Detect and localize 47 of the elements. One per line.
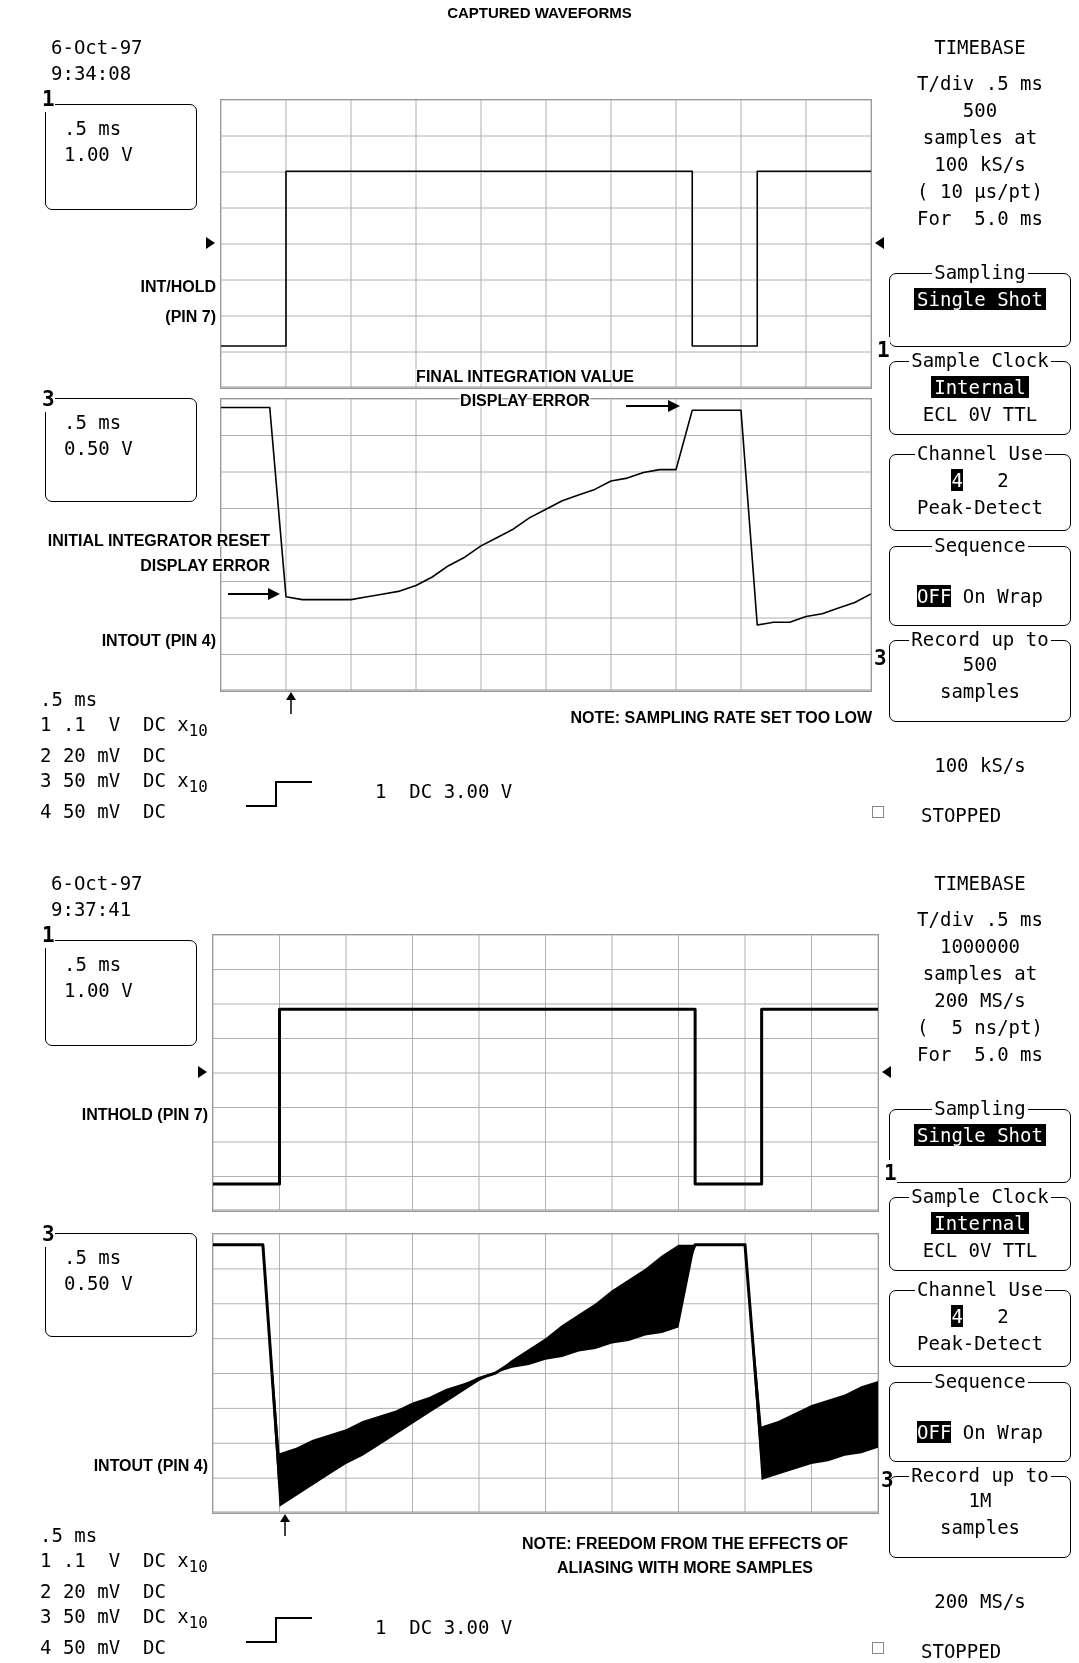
y-axis-title: INT/HOLD (PIN 7)	[140, 277, 216, 325]
text: Sample Clock Internal ECL 0V TTL	[911, 349, 1049, 425]
text: .5 ms	[40, 688, 98, 710]
annotation: FINAL INTEGRATION VALUE DISPLAY ERROR	[416, 368, 634, 409]
chart-title: CAPTURED WAVEFORMS	[447, 4, 632, 21]
text: T/div .5 ms 500 samples at 100 kS/s ( 10 µs/pt) For 5.0 ms	[917, 72, 1043, 229]
text: 200 MS/s	[934, 1590, 1026, 1612]
text: Sampling Single Shot	[917, 1097, 1043, 1146]
text: 3	[874, 646, 887, 670]
text: NOTE: FREEDOM FROM THE EFFECTS OF ALIASING WITH MORE SAMPLES	[521, 1535, 849, 1576]
text: .5 ms 0.50 V	[64, 1246, 133, 1294]
text: 1	[877, 338, 890, 362]
text: Sequence OFF On Wrap	[917, 1370, 1043, 1443]
text: 1	[42, 87, 55, 111]
text: 6-Oct-97 9:37:41	[51, 872, 143, 920]
text: 1 .1 V DC x$_{10}$ 2 20 mV DC 3 50 mV DC x$_{10}$ 4 50 mV DC	[40, 1549, 208, 1658]
text: TIMEBASE	[934, 872, 1026, 894]
y-axis-title: INTOUT (PIN 4)	[93, 1456, 208, 1474]
text: .5 ms 1.00 V	[64, 117, 133, 165]
text: 100 kS/s	[934, 754, 1026, 776]
text: STOPPED	[921, 1640, 1002, 1662]
text: Channel Use 4 2 Peak-Detect	[917, 1278, 1043, 1354]
text: T/div .5 ms 1000000 samples at 200 MS/s ( 5 ns/pt) For 5.0 ms	[917, 908, 1043, 1065]
text: 1 .1 V DC x$_{10}$ 2 20 mV DC 3 50 mV DC x$_{10}$ 4 50 mV DC	[40, 713, 208, 822]
text: STOPPED	[921, 804, 1002, 826]
text: 1 DC 3.00 V	[375, 1616, 513, 1638]
text: 3	[42, 387, 55, 411]
y-axis-title: INTHOLD (PIN 7)	[81, 1105, 208, 1123]
text: TIMEBASE	[934, 36, 1026, 58]
text: Record up to 500 samples	[911, 628, 1049, 702]
annotation: INITIAL INTEGRATOR RESET DISPLAY ERROR	[47, 532, 270, 574]
text: 1	[884, 1161, 897, 1185]
text: Sample Clock Internal ECL 0V TTL	[911, 1185, 1049, 1261]
text: .5 ms 0.50 V	[64, 411, 133, 459]
text: Sampling Single Shot	[917, 261, 1043, 310]
text: NOTE: SAMPLING RATE SET TOO LOW	[570, 709, 872, 726]
text: Record up to 1M samples	[911, 1464, 1049, 1538]
text: 1	[42, 923, 55, 947]
text: Sequence OFF On Wrap	[917, 534, 1043, 607]
text: .5 ms 1.00 V	[64, 953, 133, 1001]
text: 1 DC 3.00 V	[375, 780, 513, 802]
y-axis-title: INTOUT (PIN 4)	[101, 631, 216, 649]
text: 3	[881, 1468, 894, 1492]
text: Channel Use 4 2 Peak-Detect	[917, 442, 1043, 518]
text: .5 ms	[40, 1524, 98, 1546]
text: 6-Oct-97 9:34:08	[51, 36, 143, 84]
text: 3	[42, 1222, 55, 1246]
